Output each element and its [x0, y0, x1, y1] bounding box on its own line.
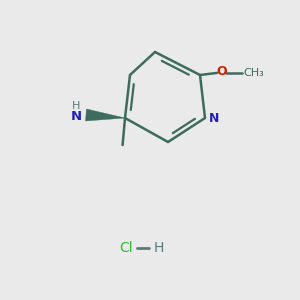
Text: H: H [72, 101, 81, 111]
Text: O: O [216, 65, 227, 78]
Text: N: N [209, 112, 219, 124]
Text: H: H [154, 241, 164, 254]
Text: CH₃: CH₃ [244, 68, 264, 78]
Text: Cl: Cl [119, 241, 133, 254]
Text: N: N [71, 110, 82, 123]
Polygon shape [85, 109, 125, 121]
